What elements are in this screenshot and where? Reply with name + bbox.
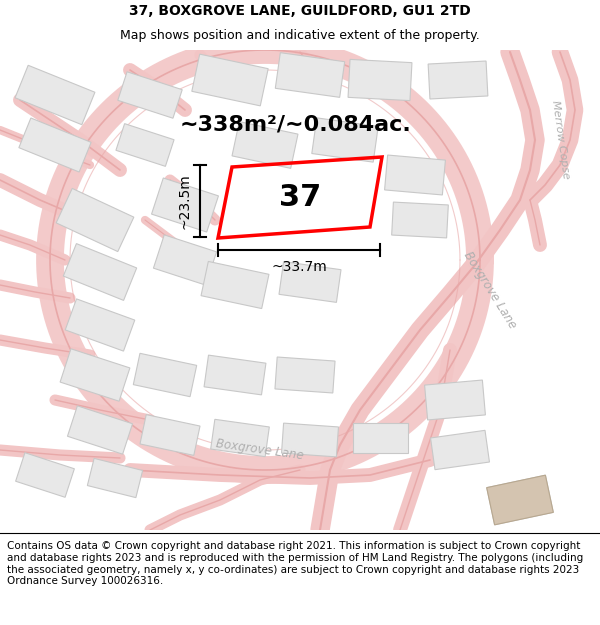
Polygon shape (487, 475, 553, 525)
Text: Boxgrove Lane: Boxgrove Lane (461, 249, 519, 331)
Text: Boxgrove Lane: Boxgrove Lane (215, 438, 305, 462)
Polygon shape (140, 414, 200, 456)
Polygon shape (275, 357, 335, 393)
Polygon shape (385, 155, 445, 195)
Polygon shape (201, 261, 269, 309)
Polygon shape (204, 355, 266, 395)
Polygon shape (348, 59, 412, 101)
Polygon shape (19, 118, 91, 172)
Polygon shape (281, 423, 338, 457)
Text: 37: 37 (280, 182, 322, 212)
Polygon shape (118, 72, 182, 118)
Polygon shape (232, 122, 298, 168)
Polygon shape (353, 423, 407, 453)
Polygon shape (116, 124, 174, 166)
Polygon shape (431, 431, 490, 469)
Text: ~33.7m: ~33.7m (271, 260, 327, 274)
Polygon shape (152, 178, 218, 232)
Polygon shape (154, 235, 217, 285)
Polygon shape (16, 452, 74, 498)
Polygon shape (192, 54, 268, 106)
Polygon shape (312, 118, 378, 162)
Polygon shape (211, 419, 269, 457)
Polygon shape (56, 188, 134, 252)
Polygon shape (65, 299, 135, 351)
Polygon shape (60, 349, 130, 401)
Polygon shape (425, 380, 485, 420)
Text: Merrow Copse: Merrow Copse (550, 100, 571, 180)
Polygon shape (67, 406, 133, 454)
Text: Map shows position and indicative extent of the property.: Map shows position and indicative extent… (120, 29, 480, 42)
Text: ~23.5m: ~23.5m (177, 173, 191, 229)
Polygon shape (64, 244, 137, 301)
Polygon shape (133, 353, 197, 397)
Text: 37, BOXGROVE LANE, GUILDFORD, GU1 2TD: 37, BOXGROVE LANE, GUILDFORD, GU1 2TD (129, 4, 471, 18)
Polygon shape (279, 262, 341, 302)
Polygon shape (487, 475, 553, 525)
Polygon shape (15, 65, 95, 125)
Polygon shape (392, 202, 448, 238)
Text: Contains OS data © Crown copyright and database right 2021. This information is : Contains OS data © Crown copyright and d… (7, 541, 583, 586)
Polygon shape (275, 52, 344, 98)
Text: ~338m²/~0.084ac.: ~338m²/~0.084ac. (179, 115, 411, 135)
Polygon shape (428, 61, 488, 99)
Polygon shape (88, 458, 143, 498)
